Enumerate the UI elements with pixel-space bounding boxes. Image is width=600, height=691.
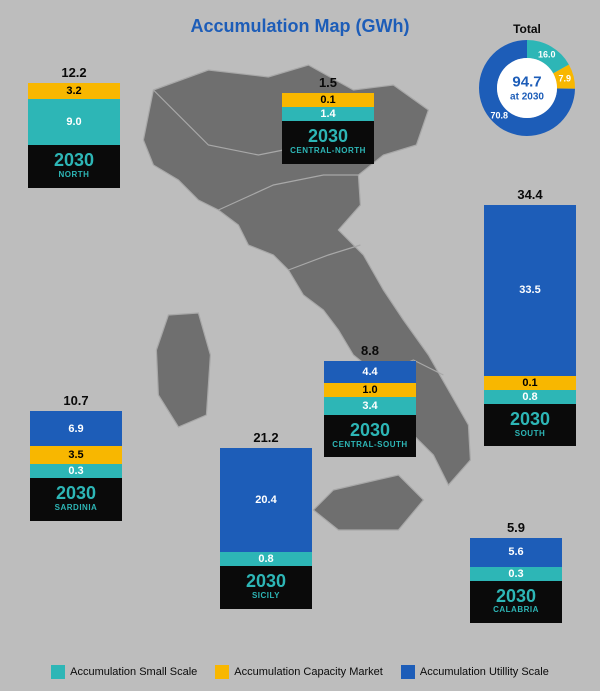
region-total: 1.5: [282, 75, 374, 90]
segment-small: 9.0: [28, 99, 120, 145]
segment-small: 0.8: [484, 390, 576, 404]
region-sardinia: 10.76.93.50.32030SARDINIA: [30, 393, 122, 521]
region-name: CALABRIA: [474, 606, 558, 615]
region-total: 8.8: [324, 343, 416, 358]
region-footer: 2030CALABRIA: [470, 581, 562, 624]
region-name: SICILY: [224, 592, 308, 601]
region-total: 21.2: [220, 430, 312, 445]
region-name: SOUTH: [488, 430, 572, 439]
region-north: 12.23.29.02030NORTH: [28, 65, 120, 188]
region-total: 34.4: [484, 187, 576, 202]
segment-small: 0.3: [470, 567, 562, 581]
legend-label-utility: Accumulation Utillity Scale: [420, 666, 549, 678]
segment-utility: 20.4: [220, 448, 312, 552]
region-central-south: 8.84.41.03.42030CENTRAL-SOUTH: [324, 343, 416, 457]
region-year: 2030: [474, 587, 558, 607]
segment-capacity: 3.2: [28, 83, 120, 99]
region-south: 34.433.50.10.82030SOUTH: [484, 187, 576, 446]
region-year: 2030: [488, 410, 572, 430]
legend-item-capacity: Accumulation Capacity Market: [215, 665, 383, 679]
legend: Accumulation Small Scale Accumulation Ca…: [0, 665, 600, 679]
segment-small: 1.4: [282, 107, 374, 121]
donut-seg-label: 70.8: [490, 110, 508, 120]
region-year: 2030: [328, 421, 412, 441]
segment-capacity: 0.1: [282, 93, 374, 107]
region-name: SARDINIA: [34, 504, 118, 513]
legend-swatch-small: [51, 665, 65, 679]
chart-title: Accumulation Map (GWh): [191, 16, 410, 37]
region-bar: 3.29.0: [28, 83, 120, 145]
region-year: 2030: [286, 127, 370, 147]
donut-center-value: 94.7: [510, 74, 544, 91]
donut-seg-label: 16.0: [538, 49, 556, 59]
segment-capacity: 0.1: [484, 376, 576, 390]
legend-swatch-capacity: [215, 665, 229, 679]
region-bar: 5.60.3: [470, 538, 562, 581]
region-total: 5.9: [470, 520, 562, 535]
region-footer: 2030CENTRAL-NORTH: [282, 121, 374, 164]
legend-swatch-utility: [401, 665, 415, 679]
region-footer: 2030SICILY: [220, 566, 312, 609]
region-total: 12.2: [28, 65, 120, 80]
region-central-north: 1.50.11.42030CENTRAL-NORTH: [282, 75, 374, 164]
segment-utility: 5.6: [470, 538, 562, 567]
donut-center-sub: at 2030: [510, 91, 544, 102]
region-footer: 2030SARDINIA: [30, 478, 122, 521]
region-bar: 20.40.8: [220, 448, 312, 566]
region-year: 2030: [32, 151, 116, 171]
region-year: 2030: [224, 572, 308, 592]
segment-small: 0.3: [30, 464, 122, 478]
legend-item-small: Accumulation Small Scale: [51, 665, 197, 679]
region-name: CENTRAL-SOUTH: [328, 441, 412, 450]
region-bar: 6.93.50.3: [30, 411, 122, 478]
segment-utility: 33.5: [484, 205, 576, 376]
segment-utility: 4.4: [324, 361, 416, 383]
region-name: NORTH: [32, 171, 116, 180]
segment-capacity: 1.0: [324, 383, 416, 397]
region-bar: 4.41.03.4: [324, 361, 416, 415]
region-bar: 0.11.4: [282, 93, 374, 121]
donut-seg-label: 7.9: [559, 73, 572, 83]
donut-center: 94.7 at 2030: [510, 74, 544, 102]
legend-label-capacity: Accumulation Capacity Market: [234, 666, 383, 678]
donut-total: Total 16.0 7.9 70.8 94.7 at 2030: [472, 22, 582, 138]
region-footer: 2030SOUTH: [484, 404, 576, 447]
segment-utility: 6.9: [30, 411, 122, 446]
region-name: CENTRAL-NORTH: [286, 147, 370, 156]
region-sicily: 21.220.40.82030SICILY: [220, 430, 312, 609]
region-bar: 33.50.10.8: [484, 205, 576, 404]
segment-small: 3.4: [324, 397, 416, 414]
legend-label-small: Accumulation Small Scale: [70, 666, 197, 678]
segment-capacity: 3.5: [30, 446, 122, 464]
region-footer: 2030CENTRAL-SOUTH: [324, 415, 416, 458]
region-year: 2030: [34, 484, 118, 504]
region-total: 10.7: [30, 393, 122, 408]
segment-small: 0.8: [220, 552, 312, 566]
region-calabria: 5.95.60.32030CALABRIA: [470, 520, 562, 623]
legend-item-utility: Accumulation Utillity Scale: [401, 665, 549, 679]
region-footer: 2030NORTH: [28, 145, 120, 188]
donut-label: Total: [472, 22, 582, 36]
